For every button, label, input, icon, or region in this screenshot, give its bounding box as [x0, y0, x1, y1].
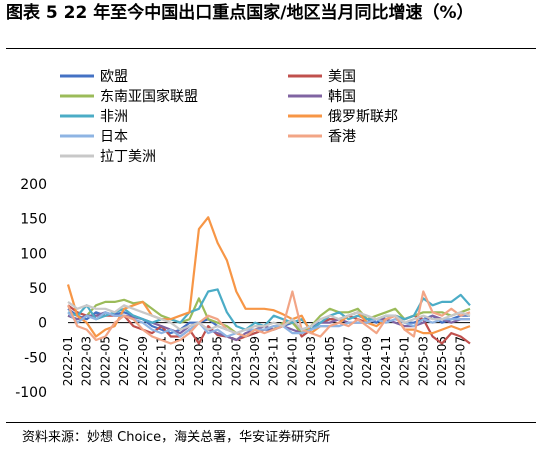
- series-line: [67, 288, 471, 331]
- x-tick-label: 2023-01: [173, 336, 187, 386]
- y-tick-label: -100: [15, 385, 47, 401]
- x-tick-label: 2023-09: [248, 336, 262, 386]
- x-tick-label: 2023-03: [192, 336, 206, 386]
- legend-label: 欧盟: [100, 69, 128, 85]
- x-tick-label: 2022-11: [154, 336, 168, 386]
- y-tick-label: -50: [24, 350, 47, 366]
- chart-title: 图表 5 22 年至今中国出口重点国家/地区当月同比增速（%）: [6, 3, 474, 23]
- legend-label: 韩国: [328, 89, 356, 105]
- x-tick-label: 2024-09: [360, 336, 374, 386]
- x-tick-label: 2022-05: [98, 336, 112, 386]
- legend-label: 日本: [100, 129, 128, 145]
- x-axis: 2022-01 2022-03 2022-05 2022-07 2022-09 2022-…: [61, 336, 468, 386]
- legend-label: 东南亚国家联盟: [100, 88, 198, 105]
- x-tick-label: 2022-03: [80, 336, 94, 386]
- legend-label: 非洲: [100, 109, 128, 125]
- series-line: [66, 216, 471, 338]
- title-divider: [6, 48, 536, 49]
- series-line: [67, 301, 471, 335]
- legend-label: 拉丁美洲: [100, 149, 156, 165]
- x-tick-label: 2024-07: [341, 336, 355, 386]
- x-tick-label: 2023-05: [211, 336, 225, 386]
- x-tick-label: 2022-07: [117, 336, 131, 386]
- x-tick-label: 2023-11: [267, 336, 281, 386]
- y-tick-label: 50: [29, 281, 47, 297]
- y-axis: -100 -50 0 50 100 150 200: [15, 177, 47, 401]
- legend-label: 美国: [328, 69, 356, 85]
- y-tick-label: 150: [20, 212, 47, 228]
- x-tick-label: 2024-01: [285, 336, 299, 386]
- legend-label: 香港: [328, 129, 356, 145]
- y-tick-label: 100: [20, 246, 47, 262]
- legend-label: 俄罗斯联邦: [328, 109, 398, 125]
- x-tick-label: 2025-05: [435, 336, 449, 386]
- y-tick-label: 0: [38, 316, 47, 332]
- x-tick-label: 2025-01: [398, 336, 412, 386]
- x-tick-label: 2024-03: [304, 336, 318, 386]
- x-tick-label: 2023-07: [229, 336, 243, 386]
- source-divider: [6, 422, 536, 423]
- y-tick-label: 200: [20, 177, 47, 193]
- series-line: [66, 290, 471, 345]
- x-tick-label: 2022-09: [136, 336, 150, 386]
- x-tick-label: 2022-01: [61, 336, 75, 386]
- x-tick-label: 2024-05: [323, 336, 337, 386]
- x-tick-label: 2025-07: [454, 336, 468, 386]
- x-tick-label: 2024-11: [379, 336, 393, 386]
- x-tick-label: 2025-03: [416, 336, 430, 386]
- source-note: 资料来源：妙想 Choice，海关总署，华安证券研究所: [22, 430, 331, 445]
